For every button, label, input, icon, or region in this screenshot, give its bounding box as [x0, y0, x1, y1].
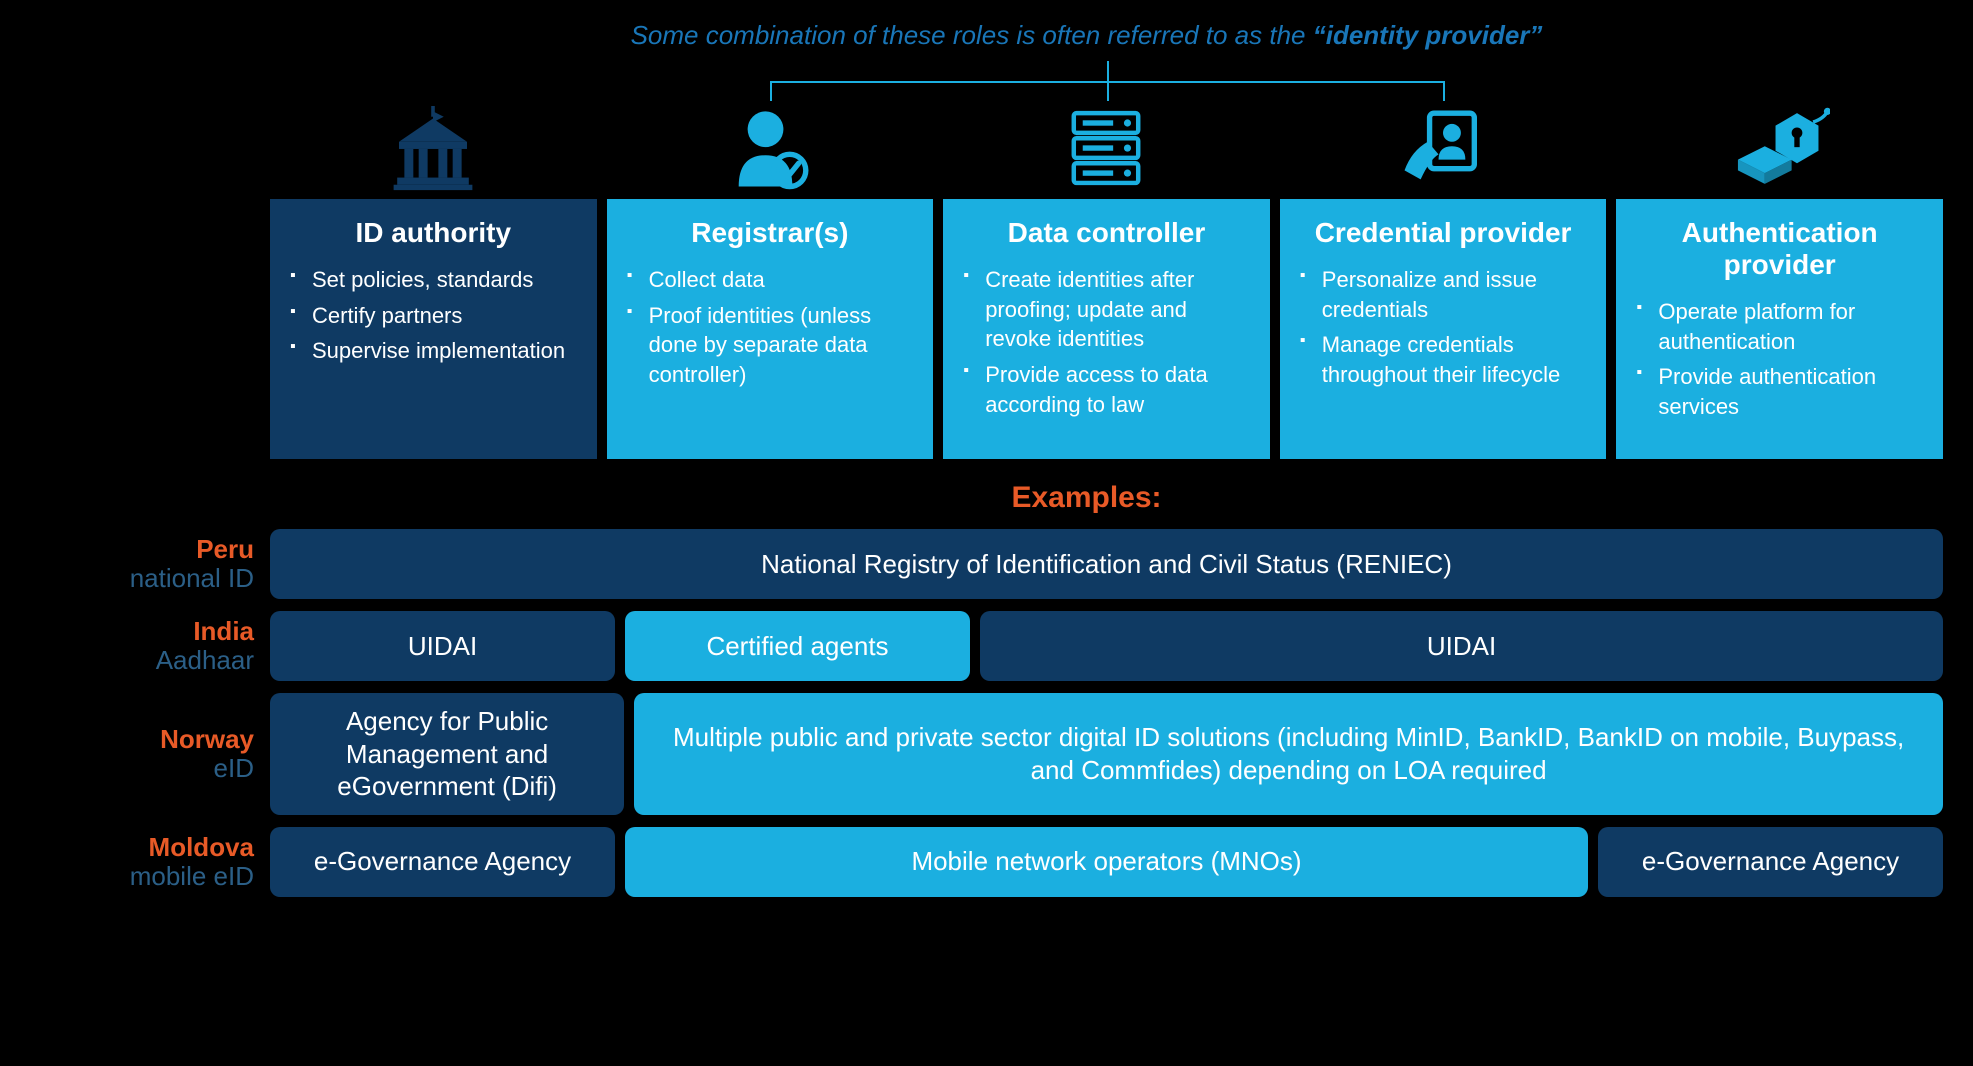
example-row: Moldovamobile eIDe-Governance AgencyMobi…: [30, 827, 1943, 897]
example-subtype: national ID: [30, 564, 254, 593]
example-row: Perunational IDNational Registry of Iden…: [30, 529, 1943, 599]
example-cells: Agency for Public Management and eGovern…: [270, 693, 1943, 815]
diagram-root: Some combination of these roles is often…: [30, 20, 1943, 897]
example-cell: National Registry of Identification and …: [270, 529, 1943, 599]
roles-gutter: [30, 101, 270, 459]
example-subtype: mobile eID: [30, 862, 254, 891]
role-box: Data controller Create identities after p…: [943, 199, 1270, 459]
role-box: ID authority Set policies, standards Certi…: [270, 199, 597, 459]
example-label: Moldovamobile eID: [30, 827, 270, 897]
role-title: Registrar(s): [627, 217, 914, 249]
example-subtype: Aadhaar: [30, 646, 254, 675]
role-column: Registrar(s) Collect data Proof identities…: [607, 101, 934, 459]
example-country: Norway: [30, 725, 254, 754]
example-cell: Certified agents: [625, 611, 970, 681]
bracket-segment: [770, 81, 772, 101]
example-label: NorwayeID: [30, 693, 270, 815]
example-cell: e-Governance Agency: [1598, 827, 1943, 897]
id-card-wrap: [1393, 101, 1493, 191]
role-box: Registrar(s) Collect data Proof identities…: [607, 199, 934, 459]
example-country: Peru: [30, 535, 254, 564]
example-cell: UIDAI: [270, 611, 615, 681]
id-card-icon: [1393, 106, 1493, 191]
example-subtype: eID: [30, 754, 254, 783]
role-column: Credential provider Personalize and issue…: [1280, 101, 1607, 459]
role-title: Credential provider: [1300, 217, 1587, 249]
example-cell: Multiple public and private sector digit…: [634, 693, 1943, 815]
role-column: ID authority Set policies, standards Certi…: [270, 101, 597, 459]
example-cell: UIDAI: [980, 611, 1943, 681]
example-cell: e-Governance Agency: [270, 827, 615, 897]
top-annotation: Some combination of these roles is often…: [230, 20, 1943, 51]
role-bullet: Certify partners: [290, 301, 577, 331]
roles-container: ID authority Set policies, standards Certi…: [270, 101, 1943, 459]
example-cell: Agency for Public Management and eGovern…: [270, 693, 624, 815]
gov-building-wrap: [388, 101, 478, 191]
role-column: Authentication provider Operate platform …: [1616, 101, 1943, 459]
example-row: IndiaAadhaarUIDAICertified agentsUIDAI: [30, 611, 1943, 681]
role-column: Data controller Create identities after p…: [943, 101, 1270, 459]
gov-building-icon: [388, 106, 478, 191]
role-bullet: Provide authentication services: [1636, 362, 1923, 421]
bracket-segment: [1107, 81, 1109, 101]
role-bullet: Create identities after proofing; update…: [963, 265, 1250, 354]
role-title: Data controller: [963, 217, 1250, 249]
role-box: Credential provider Personalize and issue…: [1280, 199, 1607, 459]
roles-bracket: [230, 61, 1943, 101]
example-country: Moldova: [30, 833, 254, 862]
example-label: IndiaAadhaar: [30, 611, 270, 681]
person-check-icon: [725, 106, 815, 191]
role-bullet-list: Operate platform for authentication Provi…: [1636, 297, 1923, 422]
role-bullet-list: Collect data Proof identities (unless don…: [627, 265, 914, 390]
top-annotation-quoted: “identity provider”: [1313, 20, 1543, 50]
server-icon: [1061, 106, 1151, 191]
examples-table: Perunational IDNational Registry of Iden…: [30, 529, 1943, 897]
top-annotation-prefix: Some combination of these roles is often…: [631, 20, 1313, 50]
example-cells: e-Governance AgencyMobile network operat…: [270, 827, 1943, 897]
role-bullet-list: Set policies, standards Certify partners S…: [290, 265, 577, 366]
examples-heading: Examples:: [230, 481, 1943, 515]
example-cell: Mobile network operators (MNOs): [625, 827, 1588, 897]
example-cells: National Registry of Identification and …: [270, 529, 1943, 599]
server-wrap: [1061, 101, 1151, 191]
role-title: Authentication provider: [1636, 217, 1923, 281]
auth-lock-wrap: [1730, 101, 1830, 191]
role-bullet: Operate platform for authentication: [1636, 297, 1923, 356]
person-check-wrap: [725, 101, 815, 191]
auth-lock-icon: [1730, 106, 1830, 191]
example-label: Perunational ID: [30, 529, 270, 599]
role-bullet: Personalize and issue credentials: [1300, 265, 1587, 324]
role-bullet-list: Personalize and issue credentials Manage …: [1300, 265, 1587, 390]
role-bullet: Supervise implementation: [290, 336, 577, 366]
role-bullet: Manage credentials throughout their life…: [1300, 330, 1587, 389]
role-bullet-list: Create identities after proofing; update…: [963, 265, 1250, 419]
example-country: India: [30, 617, 254, 646]
bracket-segment: [1443, 81, 1445, 101]
example-row: NorwayeIDAgency for Public Management an…: [30, 693, 1943, 815]
roles-row: ID authority Set policies, standards Certi…: [30, 101, 1943, 459]
role-title: ID authority: [290, 217, 577, 249]
role-bullet: Set policies, standards: [290, 265, 577, 295]
role-bullet: Proof identities (unless done by separat…: [627, 301, 914, 390]
role-bullet: Collect data: [627, 265, 914, 295]
role-bullet: Provide access to data according to law: [963, 360, 1250, 419]
role-box: Authentication provider Operate platform …: [1616, 199, 1943, 459]
example-cells: UIDAICertified agentsUIDAI: [270, 611, 1943, 681]
bracket-segment: [1107, 61, 1109, 81]
